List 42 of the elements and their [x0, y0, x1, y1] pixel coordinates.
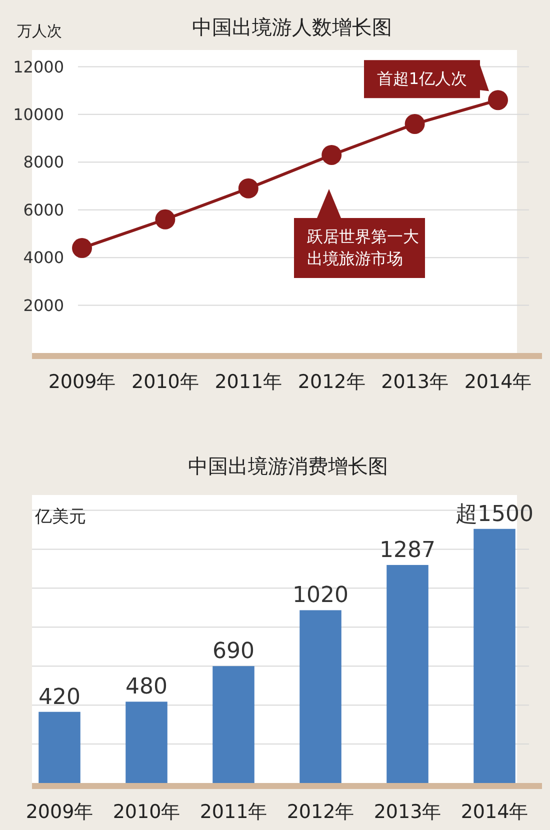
point: [322, 144, 342, 165]
x-tick-label: 2010年: [112, 801, 180, 823]
bar: [126, 702, 168, 783]
point: [155, 209, 176, 230]
data-label: 690: [212, 639, 254, 664]
y-axis-title: 万人次: [17, 22, 62, 40]
y-tick-label: 12000: [13, 57, 64, 76]
y-tick-label: 8000: [23, 152, 64, 172]
data-label: 420: [38, 684, 80, 710]
x-tick-label: 2014年: [464, 371, 532, 393]
data-label: 1020: [292, 583, 348, 608]
data-label: 1287: [380, 538, 436, 563]
point: [404, 114, 425, 134]
bar: [38, 712, 80, 783]
point: [488, 90, 508, 110]
annotation: 首超1亿人次: [376, 69, 468, 88]
x-tick-label: 2011年: [214, 371, 282, 393]
annotation: 跃居世界第一大出境旅游市场: [307, 227, 419, 268]
y-tick-label: 10000: [13, 105, 64, 124]
x-tick-label: 2010年: [132, 371, 199, 393]
x-tick-label: 2013年: [374, 801, 442, 823]
chart-title: 中国出境游消费增长图: [188, 454, 388, 478]
data-label: 超1500: [456, 502, 534, 527]
bar: [300, 610, 342, 783]
chart-title: 中国出境游人数增长图: [192, 15, 392, 39]
x-tick-label: 2011年: [200, 801, 268, 823]
y-tick-label: 6000: [23, 200, 64, 220]
y-tick-label: 2000: [23, 296, 64, 315]
x-tick-label: 2012年: [298, 371, 366, 393]
y-axis-title: 亿美元: [34, 507, 86, 527]
x-tick-label: 2009年: [26, 801, 94, 823]
point: [72, 238, 92, 258]
data-label: 480: [126, 674, 168, 700]
bar: [212, 666, 254, 783]
x-tick-label: 2012年: [286, 801, 354, 823]
bar: [474, 528, 516, 783]
bar: [386, 564, 428, 783]
y-tick-label: 4000: [23, 248, 64, 268]
point: [238, 178, 258, 198]
x-tick-label: 2013年: [381, 371, 448, 393]
x-tick-label: 2014年: [460, 801, 528, 823]
x-tick-label: 2009年: [48, 371, 116, 393]
